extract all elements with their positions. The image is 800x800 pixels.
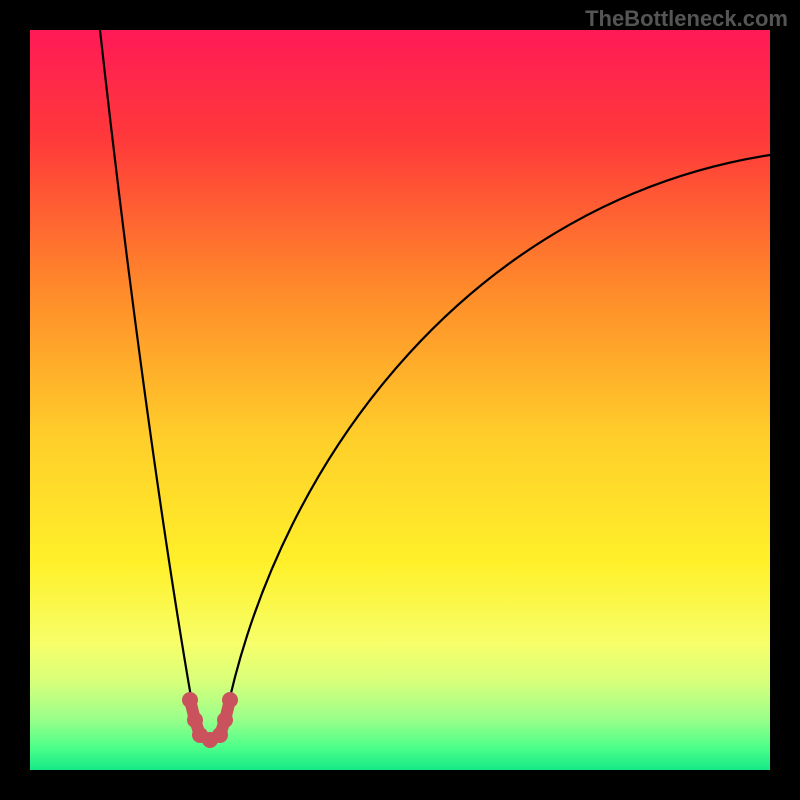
marker-dot xyxy=(217,712,233,728)
marker-dot xyxy=(187,712,203,728)
marker-dot xyxy=(182,692,198,708)
marker-dot xyxy=(222,692,238,708)
watermark-text: TheBottleneck.com xyxy=(585,6,788,32)
chart-container: TheBottleneck.com xyxy=(0,0,800,800)
plot-background xyxy=(30,30,770,770)
chart-svg xyxy=(0,0,800,800)
marker-dot xyxy=(212,727,228,743)
